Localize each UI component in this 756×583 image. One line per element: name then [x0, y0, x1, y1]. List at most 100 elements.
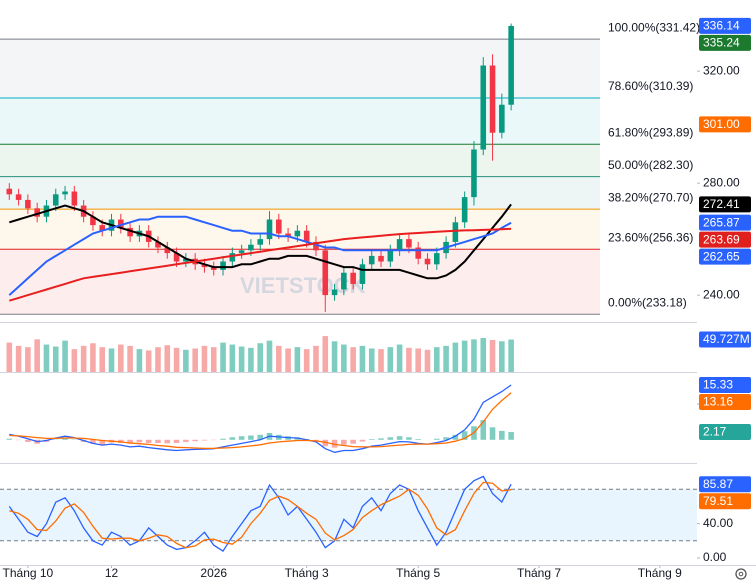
price-tag-label: 79.51 [703, 494, 733, 508]
price-tag: 263.69 [699, 231, 751, 248]
fib-zone [0, 176, 600, 210]
volume-bar [480, 338, 487, 372]
macd-histogram [406, 437, 412, 440]
candle-body [164, 247, 171, 254]
volume-bar [229, 344, 236, 372]
candle-body [387, 250, 394, 262]
volume-bar [145, 350, 152, 372]
macd-histogram [248, 435, 254, 440]
fib-label: 0.00%(233.18) [608, 295, 687, 309]
macd-histogram [136, 439, 143, 443]
candle-body [276, 219, 282, 234]
macd-histogram [433, 438, 440, 440]
volume-bar [424, 349, 431, 372]
macd-histogram [359, 439, 366, 442]
price-tag-label: 49.727M [703, 332, 750, 346]
macd-histogram [508, 432, 514, 440]
volume-bar [52, 346, 59, 372]
candle-body [220, 261, 226, 270]
x-tick-label: Tháng 5 [396, 566, 440, 580]
candle-body [183, 258, 189, 262]
volume-bar [461, 340, 468, 372]
volume-bar [406, 347, 412, 372]
candle-body [15, 194, 22, 200]
settings-icon[interactable] [735, 568, 747, 580]
volume-bar [43, 344, 50, 372]
price-tag: 13.16 [699, 394, 751, 411]
volume-bar [452, 342, 459, 372]
price-tag-box [699, 424, 751, 441]
candle-body [489, 65, 496, 133]
y-tick-label: 280.00 [703, 175, 740, 189]
candle-body [90, 216, 96, 226]
volume-bar [201, 345, 208, 372]
price-tag: 335.24 [699, 34, 751, 51]
volume-bar [25, 347, 31, 372]
macd-histogram [90, 439, 96, 444]
macd-histogram [192, 439, 198, 442]
candle-body [25, 199, 31, 209]
volume-bar [248, 347, 254, 372]
candle-body [155, 241, 161, 248]
candle-body [201, 264, 208, 268]
price-tag-box [699, 394, 751, 411]
fib-label: 61.80%(293.89) [608, 125, 693, 139]
candle-body [378, 255, 384, 262]
volume-bar [62, 340, 68, 372]
macd-histogram [322, 439, 329, 447]
fib-label: 38.20%(270.70) [608, 190, 693, 204]
plot-layer: 100.00%(331.42) 78.60%(310.39) 61.80%(293.… [0, 17, 751, 580]
volume-bar [350, 347, 356, 372]
macd-histogram [220, 438, 226, 440]
macd-histogram [480, 420, 487, 440]
volume-bar [238, 346, 245, 372]
price-tag-label: 85.87 [703, 477, 733, 491]
volume-bar [15, 345, 22, 372]
volume-bar [294, 347, 301, 372]
moving-average [9, 203, 512, 280]
macd-histogram [229, 437, 236, 440]
volume-bar [341, 344, 347, 372]
candle-body [99, 225, 106, 231]
volume-bar [127, 345, 133, 372]
settings-icon-center [738, 571, 744, 577]
candle-body [406, 239, 412, 248]
macd-histogram [201, 439, 208, 441]
macd-histogram [396, 436, 403, 440]
volume-bar [173, 347, 180, 372]
price-tag-label: 2.17 [703, 425, 727, 439]
moving-average [8, 215, 512, 296]
price-tag-label: 336.14 [703, 19, 740, 33]
volume-bar [331, 341, 338, 372]
macd-histogram [145, 439, 152, 443]
candle-body [118, 219, 124, 228]
volume-bar [164, 345, 171, 372]
fib-label: 100.00%(331.42) [608, 20, 700, 34]
candle-body [396, 239, 403, 251]
price-tag-label: 272.41 [703, 197, 740, 211]
price-tag: 2.17 [699, 424, 751, 441]
x-tick-label: Tháng 7 [517, 566, 561, 580]
macd-histogram [378, 438, 384, 440]
macd-histogram [341, 439, 347, 445]
price-tag: 262.65 [699, 248, 751, 265]
stoch-line [9, 481, 512, 549]
price-tag: 79.51 [699, 493, 751, 510]
price-tag: 49.727M [699, 331, 751, 348]
candle-body [350, 272, 356, 284]
fib-zone [0, 39, 600, 99]
price-tag-label: 15.33 [703, 378, 733, 392]
volume-bar [276, 345, 282, 372]
price-tag: 272.41 [699, 196, 751, 213]
macd-histogram [350, 439, 356, 444]
volume-bar [99, 347, 106, 372]
price-tag-box [699, 231, 751, 248]
candle-body [322, 250, 329, 296]
price-tag-label: 263.69 [703, 232, 740, 246]
candle-body [359, 264, 366, 284]
y-tick-label: 40.00 [703, 516, 733, 530]
watermark: VIETSTOCK [240, 273, 366, 298]
candle-body [294, 230, 301, 237]
x-tick-label: 2026 [200, 566, 227, 580]
